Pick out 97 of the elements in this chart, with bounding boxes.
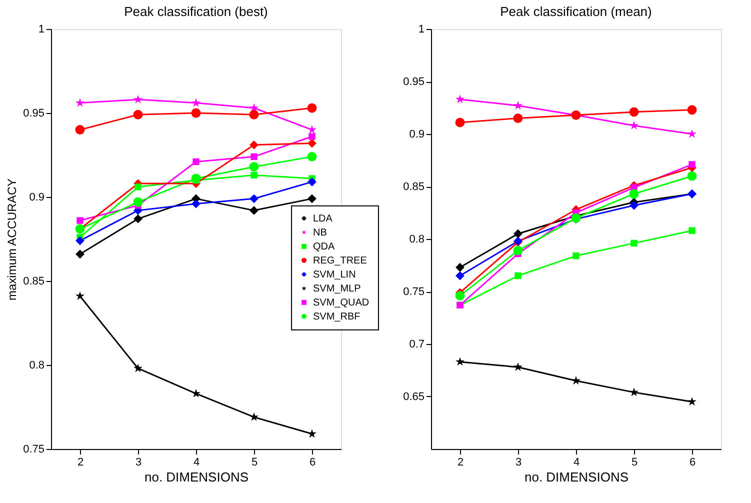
point: [687, 397, 697, 406]
point: [249, 110, 259, 120]
y-tick-label: 0.75: [23, 444, 44, 456]
x-tick-label: 2: [77, 456, 84, 468]
point: [629, 388, 639, 396]
point: [75, 98, 85, 107]
x-tick-label: 2: [457, 456, 464, 468]
x-tick-label: 6: [309, 456, 316, 468]
y-axis-title: maximum ACCURACY: [5, 178, 20, 301]
point: [249, 162, 259, 172]
point: [75, 125, 85, 135]
point: [76, 236, 84, 246]
point: [250, 153, 258, 160]
point: [249, 412, 259, 421]
point: [456, 262, 464, 272]
point: [250, 194, 258, 204]
x-axis-title: no. DIMENSIONS: [524, 470, 629, 484]
y-tick-label: 0.9: [29, 192, 44, 204]
x-tick-label: 5: [251, 456, 258, 468]
point: [191, 108, 201, 118]
legend-label: REG_TREE: [313, 255, 368, 266]
point: [76, 250, 84, 259]
point: [687, 129, 697, 138]
y-tick-label: 0.65: [403, 391, 424, 403]
x-tick-label: 4: [573, 456, 580, 468]
point: [133, 197, 143, 207]
point: [514, 272, 522, 280]
point: [191, 174, 201, 184]
point: [133, 94, 143, 104]
point: [687, 105, 697, 115]
point: [133, 110, 143, 120]
point: [75, 291, 85, 300]
point: [191, 98, 201, 107]
x-tick-label: 3: [515, 456, 522, 468]
point: [191, 388, 201, 398]
y-tick-label: 0.9: [409, 128, 424, 140]
point: [513, 246, 523, 256]
x-tick-label: 6: [689, 456, 696, 468]
point: [688, 161, 696, 168]
legend-label: SVM_MLP: [313, 283, 362, 294]
point: [572, 252, 580, 260]
point: [630, 200, 638, 210]
point: [307, 103, 317, 113]
x-tick-label: 4: [193, 456, 200, 468]
legend-label: QDA: [313, 241, 335, 252]
point: [629, 120, 639, 130]
y-tick-label: 0.85: [23, 276, 44, 288]
point: [134, 214, 142, 224]
x-tick-label: 5: [631, 456, 638, 468]
point: [455, 118, 465, 128]
point: [571, 376, 581, 385]
point: [455, 290, 465, 300]
legend-label: SVM_RBF: [313, 311, 360, 322]
point: [455, 94, 465, 104]
y-tick-label: 1: [38, 24, 44, 36]
point: [513, 362, 523, 371]
point: [629, 107, 639, 117]
chart-title: Peak classification (best): [124, 4, 268, 19]
point: [687, 171, 697, 181]
point: [688, 227, 696, 234]
y-tick-label: 0.8: [409, 234, 424, 246]
legend-label: SVM_LIN: [313, 269, 356, 280]
point: [307, 429, 317, 438]
y-tick-label: 0.75: [403, 286, 424, 298]
point: [307, 125, 317, 134]
point: [514, 229, 522, 238]
point: [513, 114, 523, 123]
y-tick-label: 1: [418, 24, 424, 36]
point: [250, 140, 258, 150]
point: [250, 172, 258, 179]
point: [308, 177, 316, 186]
point: [134, 184, 142, 190]
point: [513, 100, 523, 110]
point: [308, 138, 316, 148]
y-tick-label: 0.85: [403, 181, 424, 193]
y-tick-label: 0.7: [409, 338, 424, 350]
legend-label: SVM_QUAD: [313, 297, 370, 308]
point: [455, 357, 465, 366]
y-tick-label: 0.95: [403, 76, 424, 88]
point: [308, 194, 316, 204]
point: [133, 364, 143, 372]
chart-title: Peak classification (mean): [500, 4, 652, 19]
legend-label: LDA: [313, 213, 333, 224]
y-tick-label: 0.95: [23, 108, 44, 120]
x-axis-title: no. DIMENSIONS: [144, 470, 249, 484]
point: [192, 199, 200, 208]
y-tick-label: 0.8: [29, 360, 44, 372]
point: [630, 240, 638, 247]
point: [456, 271, 464, 280]
point: [192, 158, 200, 166]
point: [629, 189, 639, 199]
point: [76, 217, 84, 224]
point: [307, 152, 317, 162]
point: [250, 206, 258, 215]
point: [308, 133, 316, 140]
legend-label: NB: [313, 227, 328, 238]
x-tick-label: 3: [135, 456, 142, 468]
